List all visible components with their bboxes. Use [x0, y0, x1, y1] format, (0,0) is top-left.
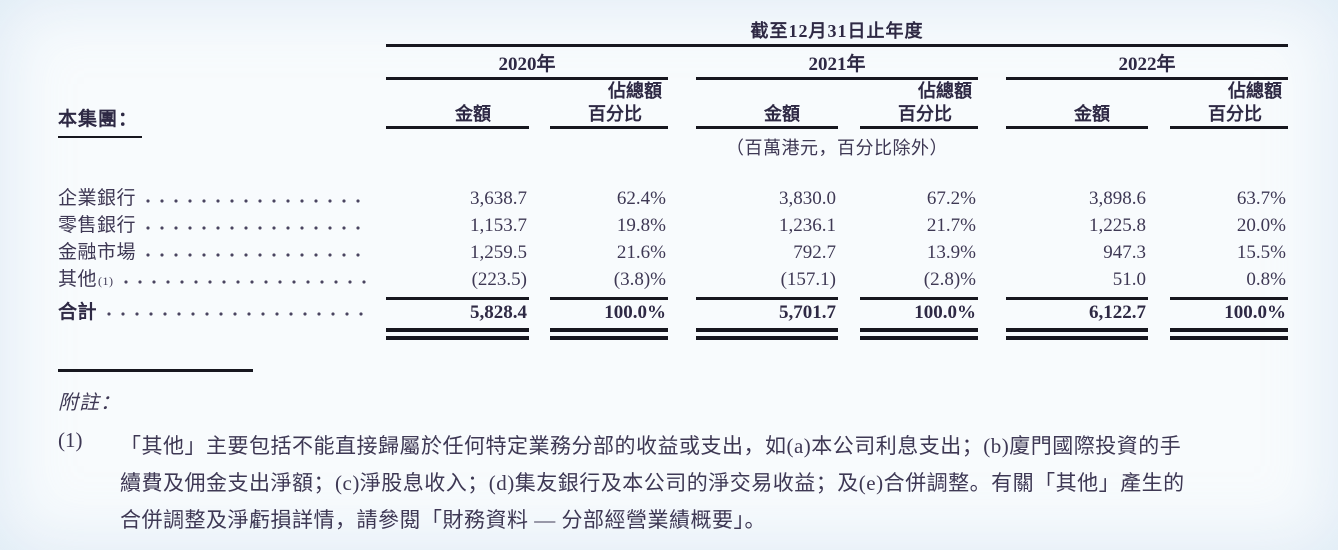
col-share-2020: 佔總額: [608, 81, 662, 101]
cell-value: 1,153.7: [470, 214, 527, 236]
col-pct-2021: 百分比: [898, 104, 952, 124]
cell-value: 62.4%: [616, 187, 666, 209]
cell-value: 20.0%: [1236, 214, 1286, 236]
footnote-marker: (1): [58, 428, 83, 452]
cell-value: 100.0%: [1224, 301, 1286, 323]
table-row-retail-banking: 零售銀行 1,153.7 19.8% 1,236.1 21.7% 1,225.8…: [58, 212, 1288, 239]
cell-value: 63.7%: [1236, 187, 1286, 209]
footnote-line-1: 「其他」主要包括不能直接歸屬於任何特定業務分部的收益或支出，如(a)本公司利息支…: [120, 434, 1182, 458]
cell-value: 5,828.4: [470, 301, 527, 323]
cell-value: 1,225.8: [1089, 214, 1146, 236]
col-share-2021: 佔總額: [918, 81, 972, 101]
cell-value: 13.9%: [926, 241, 976, 263]
share-header-row: 佔總額 佔總額 佔總額: [58, 80, 1288, 102]
cell-value: 67.2%: [926, 187, 976, 209]
col-amount-2021: 金額: [764, 104, 800, 124]
row-label: 零售銀行: [58, 214, 137, 236]
column-header-row: 金額 百分比 金額 百分比 金額 百分比: [58, 102, 1288, 126]
cell-value: (3.8)%: [613, 268, 666, 290]
col-amount-2020: 金額: [455, 104, 491, 124]
cell-value: 1,259.5: [470, 241, 527, 263]
dot-leader: [146, 224, 366, 231]
cell-value: 1,236.1: [779, 214, 836, 236]
footnote-ref: (1): [98, 273, 114, 288]
col-pct-2022: 百分比: [1208, 104, 1262, 124]
column-rules: [58, 126, 1288, 129]
cell-value: 947.3: [1103, 241, 1146, 263]
row-label: 金融市場: [58, 241, 137, 263]
total-top-rules: [58, 293, 1288, 301]
row-label: 合計: [58, 301, 98, 323]
cell-value: 100.0%: [604, 301, 666, 323]
notes-heading: 附註：: [58, 392, 121, 414]
cell-value: (2.8)%: [923, 268, 976, 290]
dot-leader: [146, 197, 366, 204]
cell-value: 51.0: [1112, 268, 1146, 290]
dot-leader: [146, 251, 366, 258]
footnote-separator-rule: [58, 369, 253, 372]
cell-value: 21.7%: [926, 214, 976, 236]
year-rules: [58, 77, 1288, 80]
footnote-line-2: 續費及佣金支出淨額；(c)淨股息收入；(d)集友銀行及本公司的淨交易收益；及(e…: [120, 471, 1185, 495]
table-row-corporate-banking: 企業銀行 3,638.7 62.4% 3,830.0 67.2% 3,898.6…: [58, 185, 1288, 212]
row-label: 企業銀行: [58, 187, 137, 209]
year-header-row: 2020年 2021年 2022年: [58, 47, 1288, 77]
dot-leader: [107, 310, 366, 317]
table-row-others: 其他 (1) (223.5) (3.8)% (157.1) (2.8)% 51.0…: [58, 266, 1288, 293]
cell-value: 100.0%: [914, 301, 976, 323]
table-row-financial-markets: 金融市場 1,259.5 21.6% 792.7 13.9% 947.3 15.…: [58, 239, 1288, 266]
cell-value: (157.1): [780, 268, 836, 290]
year-2022: 2022年: [1118, 53, 1176, 75]
year-2021: 2021年: [808, 53, 866, 75]
col-share-2022: 佔總額: [1228, 81, 1282, 101]
cell-value: 3,830.0: [779, 187, 836, 209]
group-label: 本集團：: [58, 104, 143, 138]
footnote-text: 「其他」主要包括不能直接歸屬於任何特定業務分部的收益或支出，如(a)本公司利息支…: [120, 428, 1310, 539]
total-double-rules: [58, 327, 1288, 342]
header-rule: [386, 44, 1288, 47]
cell-value: (223.5): [471, 268, 527, 290]
year-2020: 2020年: [498, 53, 556, 75]
unit-note: （百萬港元，百分比除外）: [726, 137, 948, 158]
row-label: 其他: [58, 268, 98, 290]
cell-value: 792.7: [793, 241, 836, 263]
cell-value: 6,122.7: [1089, 301, 1146, 323]
cell-value: 0.8%: [1246, 268, 1286, 290]
period-header: 截至12月31日止年度: [750, 21, 924, 41]
segment-results-table: 截至12月31日止年度 2020年 2021年 2022年 佔總額 佔總額 佔總…: [58, 18, 1288, 342]
col-amount-2022: 金額: [1074, 104, 1110, 124]
col-pct-2020: 百分比: [588, 104, 642, 124]
cell-value: 3,898.6: [1089, 187, 1146, 209]
cell-value: 15.5%: [1236, 241, 1286, 263]
footnote-line-3: 合併調整及淨虧損詳情，請參閱「財務資料 — 分部經營業績概要」。: [120, 508, 766, 532]
cell-value: 19.8%: [616, 214, 666, 236]
cell-value: 5,701.7: [779, 301, 836, 323]
cell-value: 3,638.7: [470, 187, 527, 209]
cell-value: 21.6%: [616, 241, 666, 263]
table-row-total: 合計 5,828.4 100.0% 5,701.7 100.0% 6,122.7…: [58, 301, 1288, 325]
dot-leader: [123, 278, 366, 285]
